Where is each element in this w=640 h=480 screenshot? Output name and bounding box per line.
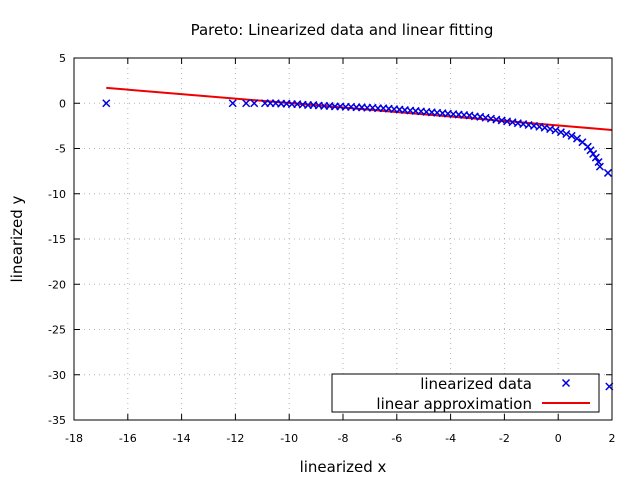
- x-tick-label: -8: [338, 432, 349, 445]
- x-tick-label: 0: [555, 432, 562, 445]
- y-tick-label: 5: [59, 52, 66, 65]
- x-tick-label: -16: [119, 432, 137, 445]
- legend-label-fit: linear approximation: [376, 395, 532, 413]
- grid-lines: [74, 58, 612, 420]
- legend-marker-data: [561, 378, 571, 388]
- x-tick-label: -4: [445, 432, 456, 445]
- data-point: [603, 168, 612, 177]
- y-tick-label: -20: [48, 278, 66, 291]
- y-tick-label: -25: [48, 324, 66, 337]
- x-tick-label: -6: [391, 432, 402, 445]
- chart-title: Pareto: Linearized data and linear fitti…: [191, 21, 494, 39]
- data-point: [572, 134, 582, 143]
- x-tick-label: -12: [226, 432, 244, 445]
- x-tick-label: -10: [280, 432, 298, 445]
- y-tick-label: -5: [55, 143, 66, 156]
- fit-line-layer: [106, 86, 613, 131]
- x-tick-label: 2: [609, 432, 616, 445]
- x-tick-label: -2: [499, 432, 510, 445]
- legend-label-data: linearized data: [420, 375, 532, 393]
- y-tick-label: 0: [59, 97, 66, 110]
- legend-box: [331, 373, 600, 413]
- y-tick-label: -10: [48, 188, 66, 201]
- data-point: [551, 126, 560, 135]
- x-tick-label: -14: [173, 432, 191, 445]
- y-tick-label: -30: [48, 369, 66, 382]
- x-axis-label: linearized x: [300, 458, 387, 476]
- data-point: [102, 99, 111, 108]
- y-tick-label: -15: [48, 233, 66, 246]
- data-point: [562, 129, 571, 139]
- data-point: [591, 153, 600, 162]
- data-point: [567, 131, 576, 140]
- legend: linearized data linear approximation: [331, 373, 600, 413]
- y-ticks: 5 0 -5 -10 -15 -20 -25 -30 -35: [48, 52, 612, 427]
- x-tick-label: -18: [65, 432, 83, 445]
- data-point: [250, 99, 259, 108]
- data-point: [595, 162, 604, 171]
- y-axis-label: linearized y: [8, 195, 26, 282]
- fit-line: [106, 86, 613, 131]
- y-tick-label: -35: [48, 414, 66, 427]
- data-point: [594, 158, 603, 167]
- data-markers: [102, 99, 614, 391]
- data-point: [228, 99, 237, 108]
- x-ticks: -18 -16 -14 -12 -10 -8 -6 -4 -2 0 2: [65, 58, 616, 445]
- data-point: [556, 128, 565, 137]
- data-point: [242, 99, 251, 108]
